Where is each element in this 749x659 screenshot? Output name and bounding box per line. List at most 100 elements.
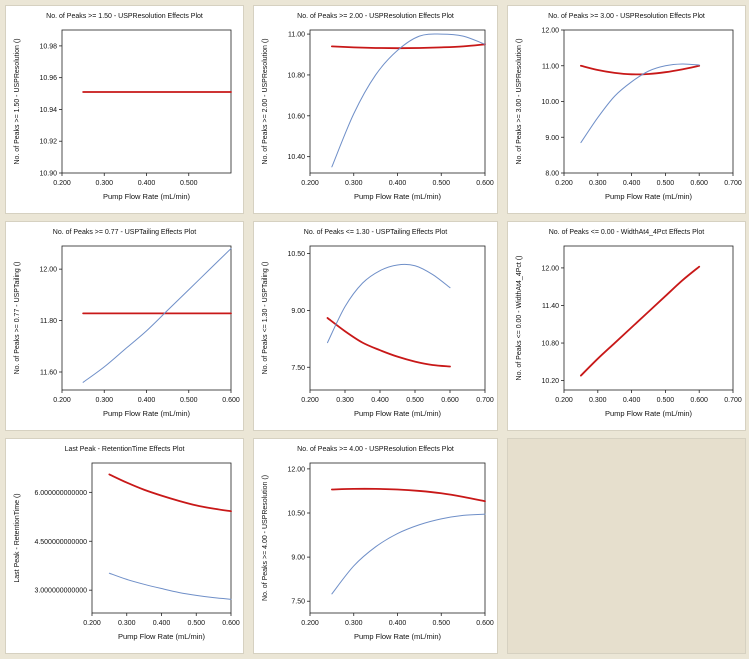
- x-axis-label: Pump Flow Rate (mL/min): [103, 192, 191, 201]
- y-tick-label: 10.92: [39, 139, 57, 146]
- x-tick-label: 0.300: [345, 620, 363, 627]
- y-tick-label: 10.20: [541, 378, 559, 385]
- y-tick-label: 10.90: [39, 171, 57, 178]
- chart-svg: No. of Peaks <= 0.00 - WidthAt4_4Pct Eff…: [516, 229, 742, 418]
- y-axis-label: No. of Peaks <= 0.00 - WidthAt4_4Pct (): [516, 256, 523, 381]
- y-tick-label: 7.50: [291, 365, 305, 372]
- chart-panel: Last Peak - RetentionTime Effects Plot 0.…: [6, 439, 243, 653]
- chart-svg: Last Peak - RetentionTime Effects Plot 0.…: [14, 446, 240, 641]
- y-tick-label: 10.00: [541, 99, 559, 106]
- x-tick-label: 0.300: [345, 180, 363, 187]
- chart-panel: No. of Peaks <= 1.30 - USPTailing Effect…: [254, 222, 497, 430]
- chart-panel: No. of Peaks >= 2.00 - USPResolution Eff…: [254, 6, 497, 213]
- x-tick-label: 0.600: [476, 620, 494, 627]
- y-axis-label: No. of Peaks <= 1.30 - USPTailing (): [262, 262, 269, 375]
- x-tick-label: 0.700: [724, 180, 742, 187]
- chart-svg: No. of Peaks >= 3.00 - USPResolution Eff…: [516, 13, 742, 201]
- blue-series-line: [331, 513, 486, 595]
- x-tick-label: 0.500: [432, 180, 450, 187]
- x-tick-label: 0.300: [95, 397, 113, 404]
- x-axis-label: Pump Flow Rate (mL/min): [354, 192, 442, 201]
- y-tick-label: 9.00: [291, 555, 305, 562]
- x-tick-label: 0.400: [138, 180, 156, 187]
- y-tick-label: 9.00: [291, 308, 305, 315]
- x-tick-label: 0.200: [555, 180, 573, 187]
- plot-frame: [563, 29, 734, 174]
- x-tick-label: 0.600: [690, 397, 708, 404]
- y-axis-label: No. of Peaks >= 4.00 - USPResolution (): [262, 475, 269, 601]
- y-tick-label: 12.00: [541, 265, 559, 272]
- x-tick-label: 0.300: [589, 397, 607, 404]
- y-tick-label: 10.94: [39, 107, 57, 114]
- red-series-line: [108, 473, 232, 513]
- red-series-line: [326, 317, 451, 368]
- y-axis-label: Last Peak - RetentionTime (): [14, 493, 21, 582]
- plot-frame: [61, 29, 232, 174]
- y-tick-label: 12.00: [541, 28, 559, 35]
- x-tick-label: 0.700: [476, 397, 494, 404]
- x-tick-label: 0.500: [180, 180, 198, 187]
- y-tick-label: 7.50: [291, 599, 305, 606]
- x-tick-label: 0.200: [53, 397, 71, 404]
- y-tick-label: 11.00: [542, 63, 559, 70]
- x-tick-label: 0.500: [406, 397, 424, 404]
- x-tick-label: 0.300: [118, 620, 136, 627]
- x-tick-label: 0.400: [389, 620, 407, 627]
- plot-frame: [563, 245, 734, 391]
- x-tick-label: 0.200: [301, 180, 319, 187]
- chart-title: Last Peak - RetentionTime Effects Plot: [65, 446, 185, 453]
- x-tick-label: 0.600: [441, 397, 459, 404]
- y-tick-label: 11.00: [288, 32, 305, 39]
- y-tick-label: 11.40: [542, 303, 559, 310]
- chart-svg: No. of Peaks >= 2.00 - USPResolution Eff…: [262, 13, 494, 201]
- chart-title: No. of Peaks >= 4.00 - USPResolution Eff…: [297, 446, 454, 453]
- chart-panel: No. of Peaks <= 0.00 - WidthAt4_4Pct Eff…: [508, 222, 745, 430]
- x-axis-label: Pump Flow Rate (mL/min): [103, 409, 191, 418]
- chart-title: No. of Peaks >= 1.50 - USPResolution Eff…: [46, 13, 203, 20]
- y-tick-label: 10.40: [287, 154, 305, 161]
- x-tick-label: 0.200: [83, 620, 101, 627]
- x-tick-label: 0.600: [476, 180, 494, 187]
- chart-panel: No. of Peaks >= 3.00 - USPResolution Eff…: [508, 6, 745, 213]
- red-series-line: [580, 265, 701, 377]
- chart-svg: No. of Peaks >= 0.77 - USPTailing Effect…: [14, 229, 240, 418]
- chart-svg: No. of Peaks >= 1.50 - USPResolution Eff…: [14, 13, 232, 201]
- y-tick-label: 11.60: [40, 370, 57, 377]
- x-tick-label: 0.200: [53, 180, 71, 187]
- red-series-line: [330, 487, 486, 503]
- y-tick-label: 10.60: [287, 113, 305, 120]
- y-tick-label: 10.98: [39, 43, 57, 50]
- blue-series-line: [108, 572, 232, 600]
- x-axis-label: Pump Flow Rate (mL/min): [605, 192, 693, 201]
- x-tick-label: 0.500: [432, 620, 450, 627]
- x-tick-label: 0.700: [724, 397, 742, 404]
- y-tick-label: 9.00: [545, 135, 559, 142]
- y-tick-label: 8.00: [545, 171, 559, 178]
- y-tick-label: 4.500000000000: [34, 539, 87, 546]
- blue-series-line: [82, 248, 232, 383]
- chart-title: No. of Peaks >= 3.00 - USPResolution Eff…: [548, 13, 705, 20]
- y-tick-label: 10.50: [287, 251, 305, 258]
- y-axis-label: No. of Peaks >= 0.77 - USPTailing (): [14, 262, 21, 375]
- chart-svg: No. of Peaks >= 4.00 - USPResolution Eff…: [262, 446, 494, 641]
- x-tick-label: 0.400: [138, 397, 156, 404]
- chart-svg: No. of Peaks <= 1.30 - USPTailing Effect…: [262, 229, 494, 418]
- x-axis-label: Pump Flow Rate (mL/min): [605, 409, 693, 418]
- chart-title: No. of Peaks >= 0.77 - USPTailing Effect…: [53, 229, 197, 236]
- x-tick-label: 0.400: [623, 180, 641, 187]
- y-tick-label: 12.00: [39, 267, 57, 274]
- plot-frame: [61, 245, 232, 391]
- x-tick-label: 0.500: [657, 397, 675, 404]
- red-series-line: [580, 64, 701, 76]
- y-tick-label: 10.96: [39, 75, 57, 82]
- y-tick-label: 6.000000000000: [34, 490, 87, 497]
- x-axis-label: Pump Flow Rate (mL/min): [118, 632, 206, 641]
- y-axis-label: No. of Peaks >= 3.00 - USPResolution (): [516, 38, 523, 164]
- y-tick-label: 10.80: [287, 72, 305, 79]
- x-tick-label: 0.600: [690, 180, 708, 187]
- blue-series-line: [331, 33, 486, 168]
- chart-title: No. of Peaks <= 1.30 - USPTailing Effect…: [304, 229, 448, 236]
- x-tick-label: 0.200: [555, 397, 573, 404]
- y-tick-label: 3.000000000000: [34, 588, 87, 595]
